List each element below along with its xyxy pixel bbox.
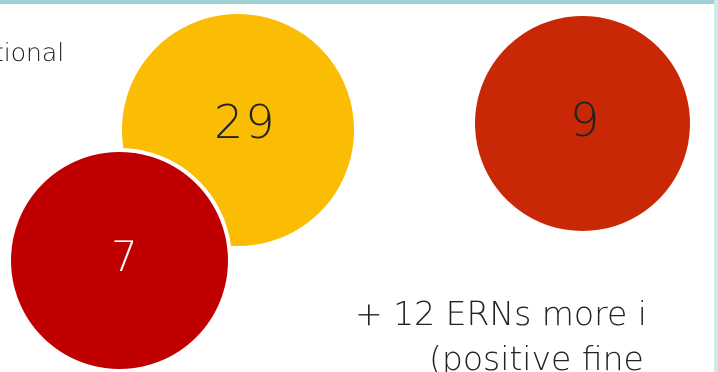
partial-label-top-left: tional: [0, 38, 65, 67]
bottom-label-line-2: (positive fine: [429, 339, 644, 372]
yellow-circle-value: 29: [214, 95, 277, 149]
orange-circle: [475, 16, 690, 231]
right-border: [714, 0, 718, 372]
top-border: [0, 0, 718, 4]
orange-circle-value: 9: [570, 93, 600, 147]
red-circle-value: 7: [111, 232, 138, 281]
red-circle: [7, 148, 232, 372]
bottom-label-line-1: + 12 ERNs more i: [355, 294, 647, 333]
